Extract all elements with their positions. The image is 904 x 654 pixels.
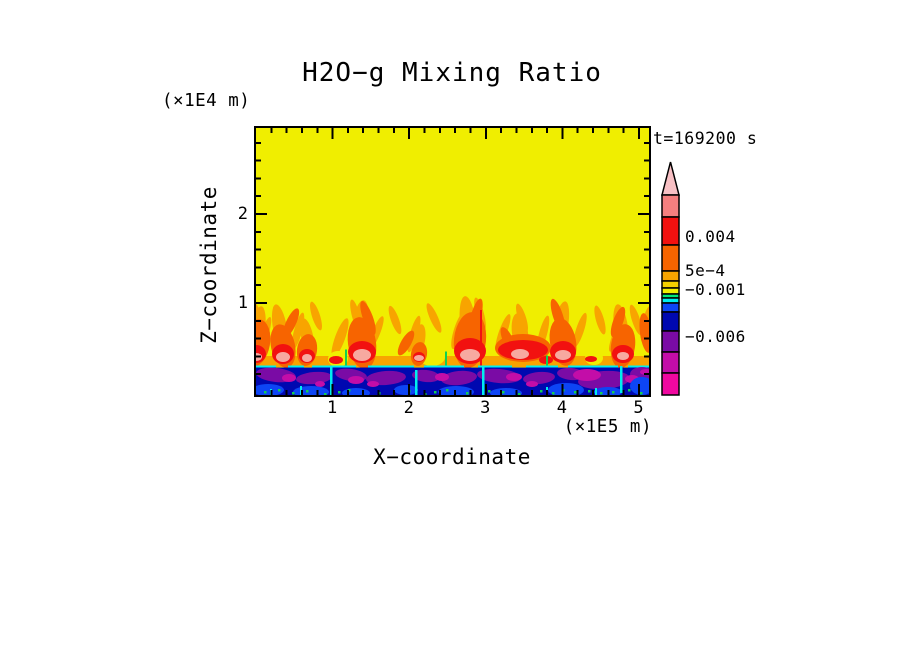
colorbar-segment (661, 351, 680, 374)
surface-band (255, 366, 649, 395)
colorbar-label: 5e−4 (685, 261, 726, 280)
colorbar-segment (661, 216, 680, 246)
colorbar-label: −0.001 (685, 280, 746, 299)
x-tick-label: 5 (633, 398, 644, 418)
colorbar (661, 161, 680, 396)
colorbar-segment (661, 330, 680, 353)
colorbar-segment (661, 244, 680, 272)
contour-plot (253, 126, 651, 397)
x-axis-unit-label: (×1E5 m) (563, 417, 652, 437)
x-tick-label: 2 (403, 398, 414, 418)
y-tick-label: 1 (237, 293, 248, 313)
time-annotation: t=169200 s (653, 129, 758, 148)
colorbar-segment (661, 280, 680, 289)
colorbar-arrow-icon (661, 161, 680, 196)
colorbar-segment (661, 311, 680, 332)
y-axis-title: Z−coordinate (197, 186, 221, 344)
contour-field (255, 128, 649, 395)
axis-ticks (255, 128, 649, 395)
colorbar-segment (661, 302, 680, 313)
x-tick-label: 4 (556, 398, 568, 418)
colorbar-segment (661, 270, 680, 282)
colorbar-label: −0.006 (685, 327, 746, 346)
colorbar-segment (661, 194, 680, 218)
y-axis-unit-label: (×1E4 m) (162, 91, 251, 111)
x-axis-title: X−coordinate (373, 445, 531, 469)
colorbar-label: 0.004 (685, 227, 736, 246)
colorbar-segment (661, 287, 680, 295)
x-tick-label: 3 (480, 398, 491, 418)
colorbar-segment (661, 372, 680, 396)
page-title: H2O−g Mixing Ratio (302, 58, 602, 88)
x-tick-label: 1 (326, 398, 338, 418)
y-tick-label: 2 (237, 204, 248, 224)
